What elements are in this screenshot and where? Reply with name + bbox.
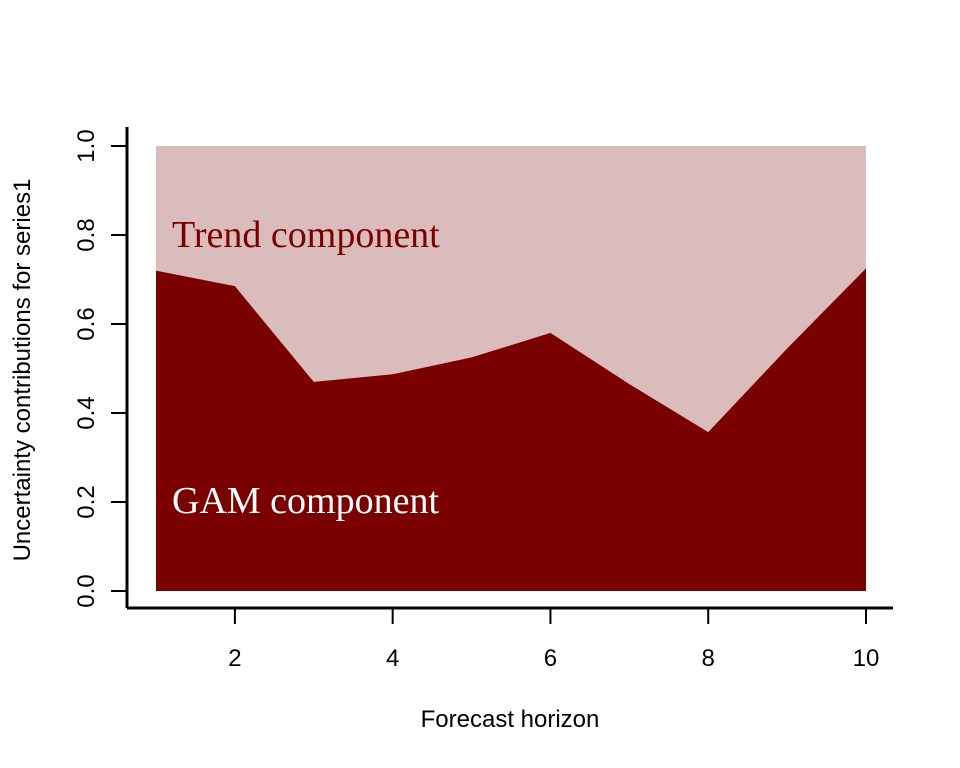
x-axis: 2 4 6 8 10	[127, 606, 893, 672]
y-tick-label: 0.6	[73, 307, 100, 340]
y-axis-title: Uncertainty contributions for series1	[9, 179, 36, 562]
y-tick-label: 0.8	[73, 218, 100, 251]
y-tick-label: 1.0	[73, 129, 100, 162]
x-tick-label: 4	[386, 645, 399, 672]
y-tick-label: 0.0	[73, 574, 100, 607]
plot-area	[156, 146, 866, 591]
trend-component-area	[156, 146, 866, 433]
trend-component-label: Trend component	[172, 214, 440, 256]
gam-component-area	[156, 268, 866, 591]
x-tick-label: 2	[228, 645, 241, 672]
y-axis: 0.0 0.2 0.4 0.6 0.8 1.0	[73, 127, 129, 608]
x-tick-label: 10	[853, 645, 880, 672]
gam-component-label: GAM component	[172, 480, 439, 522]
x-axis-title: Forecast horizon	[421, 706, 600, 733]
y-tick-label: 0.2	[73, 485, 100, 518]
x-tick-label: 8	[702, 645, 715, 672]
x-tick-label: 6	[544, 645, 557, 672]
y-tick-label: 0.4	[73, 396, 100, 429]
